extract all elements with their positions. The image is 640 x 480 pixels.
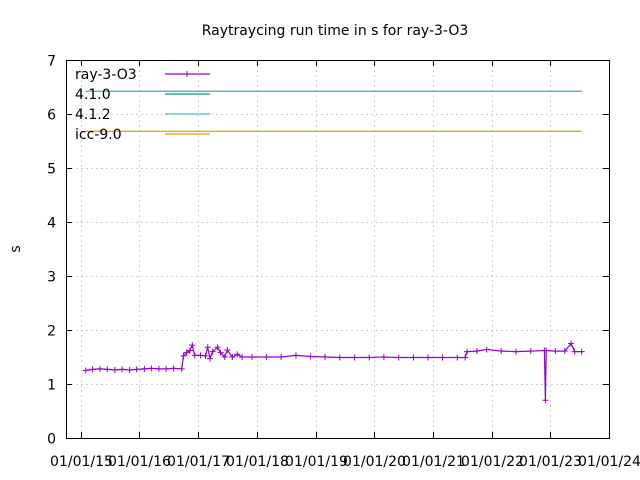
data-point xyxy=(206,355,213,362)
data-point xyxy=(229,354,236,360)
data-series xyxy=(82,340,585,404)
data-point xyxy=(578,348,585,355)
data-point xyxy=(183,349,190,356)
y-tick-label: 0 xyxy=(47,432,56,448)
data-point xyxy=(148,365,155,372)
data-point xyxy=(512,348,519,355)
legend: ray-3-O3 4.1.0 4.1.2 icc-9.0 xyxy=(75,67,210,143)
data-point xyxy=(163,365,170,372)
data-point xyxy=(180,352,187,359)
data-point xyxy=(462,354,469,361)
series-line-ray-3-O3 xyxy=(85,342,582,401)
x-tick-label: 01/01/20 xyxy=(343,454,406,470)
data-point xyxy=(197,352,204,359)
x-tick-label: 01/01/17 xyxy=(167,454,230,470)
y-tick-label: 7 xyxy=(47,54,56,70)
data-point xyxy=(351,354,358,361)
data-point xyxy=(155,365,162,372)
data-point xyxy=(571,348,578,355)
axis-ticks: 0 1 2 3 4 5 6 7 01/01/1501/01/1601/01/1701/01/18… xyxy=(47,54,640,471)
data-point xyxy=(568,340,575,347)
data-point xyxy=(97,365,104,372)
data-point xyxy=(439,354,446,361)
data-point xyxy=(483,346,490,353)
y-tick-label: 2 xyxy=(47,324,56,340)
data-point xyxy=(89,366,96,373)
chart-title: Raytraycing run time in s for ray-3-O3 xyxy=(202,23,469,39)
data-point xyxy=(561,348,568,355)
data-point xyxy=(189,342,196,349)
data-point xyxy=(204,344,211,351)
data-point xyxy=(498,348,505,355)
reference-lines xyxy=(85,90,582,132)
data-point xyxy=(104,366,111,373)
y-tick-label: 6 xyxy=(47,108,56,124)
x-tick-label: 01/01/24 xyxy=(578,454,640,470)
x-tick-label: 01/01/15 xyxy=(50,454,113,470)
legend-label: 4.1.2 xyxy=(75,107,111,123)
grid-layer xyxy=(66,60,610,438)
x-tick-label: 01/01/21 xyxy=(402,454,465,470)
y-tick-label: 3 xyxy=(47,270,56,286)
data-point xyxy=(464,348,471,355)
y-tick-label: 1 xyxy=(47,378,56,394)
y-tick-label: 5 xyxy=(47,162,56,178)
data-point xyxy=(395,354,402,361)
data-point xyxy=(322,354,329,360)
data-point xyxy=(543,347,550,354)
data-point xyxy=(263,354,270,360)
data-point xyxy=(191,352,198,359)
data-point xyxy=(410,354,417,361)
data-point xyxy=(186,347,193,354)
data-point xyxy=(336,354,343,361)
data-point xyxy=(292,352,299,359)
legend-label: ray-3-O3 xyxy=(75,67,137,83)
y-axis-label: s xyxy=(8,245,24,252)
y-tick-label: 4 xyxy=(47,216,56,232)
data-point xyxy=(126,366,133,373)
legend-label: icc-9.0 xyxy=(75,127,122,143)
data-point xyxy=(224,346,231,353)
data-point xyxy=(119,366,126,373)
data-point xyxy=(366,354,373,361)
data-point xyxy=(527,348,534,355)
x-tick-label: 01/01/22 xyxy=(461,454,524,470)
data-point xyxy=(248,354,255,360)
data-point xyxy=(473,348,480,355)
data-point xyxy=(178,365,185,372)
data-point xyxy=(552,348,559,355)
data-point xyxy=(82,367,89,374)
data-point xyxy=(278,354,285,360)
x-tick-label: 01/01/19 xyxy=(285,454,348,470)
data-point xyxy=(307,353,314,360)
data-point xyxy=(425,354,432,361)
legend-marker xyxy=(184,71,190,77)
data-point xyxy=(141,365,148,372)
data-point xyxy=(202,352,209,359)
data-point xyxy=(542,397,549,404)
data-point xyxy=(380,354,387,360)
data-point xyxy=(170,365,177,372)
data-point xyxy=(221,354,228,360)
x-tick-label: 01/01/23 xyxy=(519,454,582,470)
data-point xyxy=(209,348,216,355)
legend-label: 4.1.0 xyxy=(75,87,111,103)
plot-frame xyxy=(66,60,610,439)
data-point xyxy=(239,354,246,360)
data-point xyxy=(454,354,461,361)
data-point xyxy=(133,366,140,373)
data-point xyxy=(214,344,221,351)
data-point xyxy=(234,351,241,358)
x-tick-label: 01/01/18 xyxy=(226,454,289,470)
data-point xyxy=(217,349,224,356)
x-tick-label: 01/01/16 xyxy=(108,454,171,470)
data-point xyxy=(111,366,118,373)
